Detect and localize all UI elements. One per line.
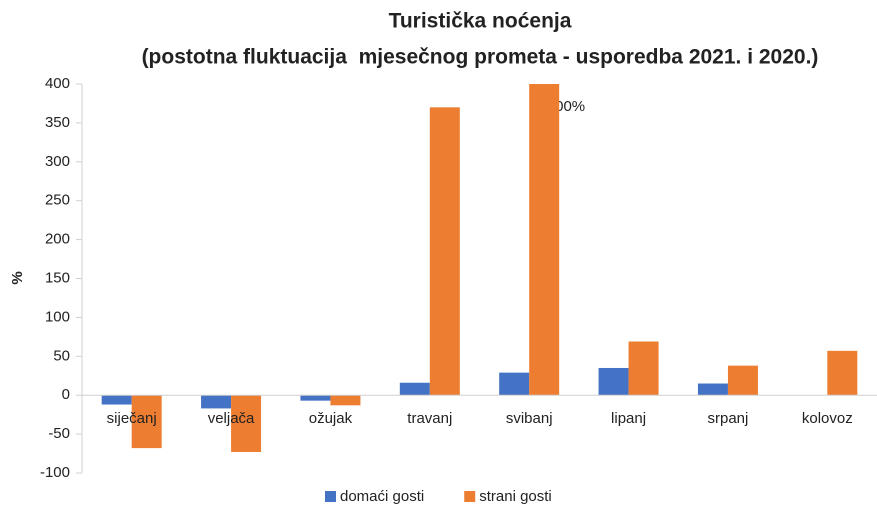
y-tick-label: 400	[45, 75, 70, 92]
chart-subtitle: (postotna fluktuacija mjesečnog prometa …	[142, 46, 819, 69]
y-tick-label: -100	[40, 464, 70, 481]
bar	[628, 341, 659, 396]
x-tick-label: srpanj	[708, 410, 749, 427]
bar	[231, 395, 262, 452]
bar	[101, 395, 132, 405]
legend-swatch	[464, 491, 476, 502]
x-tick-label: ožujak	[309, 410, 353, 427]
y-tick-label: 250	[45, 192, 70, 209]
x-tick-label: siječanj	[107, 410, 157, 427]
legend-label: domaći gosti	[340, 488, 424, 505]
bar	[499, 372, 530, 396]
bar	[429, 107, 460, 396]
bar	[727, 365, 758, 396]
x-tick-label: veljača	[208, 410, 255, 427]
legend-label: strani gosti	[479, 488, 552, 505]
bar	[598, 367, 629, 396]
y-tick-label: 350	[45, 114, 70, 131]
bar	[697, 383, 728, 396]
x-tick-label: svibanj	[506, 410, 553, 427]
bar	[529, 84, 560, 396]
bar	[330, 395, 361, 406]
x-tick-label: kolovoz	[802, 410, 853, 427]
y-tick-label: 300	[45, 153, 70, 170]
x-tick-label: travanj	[407, 410, 452, 427]
bar	[131, 395, 162, 449]
x-tick-label: lipanj	[611, 410, 646, 427]
y-tick-label: 100	[45, 308, 70, 325]
y-tick-label: -50	[48, 425, 70, 442]
bar	[300, 395, 331, 401]
y-tick-label: 200	[45, 231, 70, 248]
y-tick-label: 0	[62, 386, 70, 403]
bar	[827, 350, 858, 396]
bar	[399, 382, 430, 396]
y-axis-label: %	[9, 271, 26, 284]
legend-swatch	[325, 491, 336, 502]
bar	[201, 395, 232, 409]
y-tick-label: 50	[53, 347, 70, 364]
chart-title: Turistička noćenja	[389, 10, 572, 33]
y-tick-label: 150	[45, 269, 70, 286]
